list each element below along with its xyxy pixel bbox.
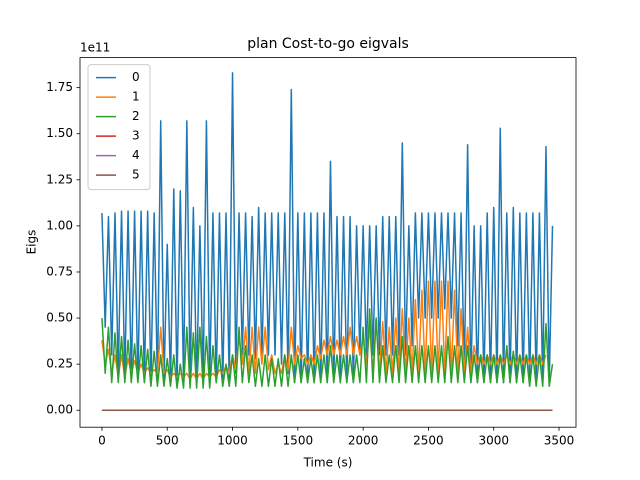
y-tick-label: 0.00 bbox=[46, 403, 73, 417]
chart-title: plan Cost-to-go eigvals bbox=[247, 36, 409, 52]
x-tick-label: 3000 bbox=[478, 434, 509, 448]
legend-label: 3 bbox=[132, 129, 140, 143]
legend-label: 5 bbox=[132, 168, 140, 182]
y-tick-label: 1.00 bbox=[46, 218, 73, 232]
legend-label: 4 bbox=[132, 148, 140, 162]
plot-frame bbox=[79, 57, 577, 428]
legend-label: 0 bbox=[132, 70, 140, 84]
x-tick-label: 2000 bbox=[348, 434, 379, 448]
y-tick-label: 1.50 bbox=[46, 126, 73, 140]
x-tick-label: 2500 bbox=[413, 434, 444, 448]
y-tick-label: 0.75 bbox=[46, 264, 73, 278]
x-tick-label: 1500 bbox=[283, 434, 314, 448]
y-tick-label: 0.50 bbox=[46, 311, 73, 325]
y-offset-text: 1e11 bbox=[80, 41, 110, 55]
x-axis-label: Time (s) bbox=[303, 456, 353, 470]
x-tick-label: 0 bbox=[98, 434, 106, 448]
y-tick-label: 1.75 bbox=[46, 80, 73, 94]
series-line bbox=[101, 308, 554, 389]
legend-label: 2 bbox=[132, 109, 140, 123]
x-tick-label: 500 bbox=[156, 434, 179, 448]
legend-box bbox=[87, 64, 151, 191]
y-tick-label: 0.25 bbox=[46, 357, 73, 371]
legend-label: 1 bbox=[132, 90, 140, 104]
x-tick-label: 3500 bbox=[544, 434, 575, 448]
y-tick-label: 1.25 bbox=[46, 172, 73, 186]
y-axis-label: Eigs bbox=[25, 230, 39, 255]
x-tick-label: 1000 bbox=[217, 434, 248, 448]
